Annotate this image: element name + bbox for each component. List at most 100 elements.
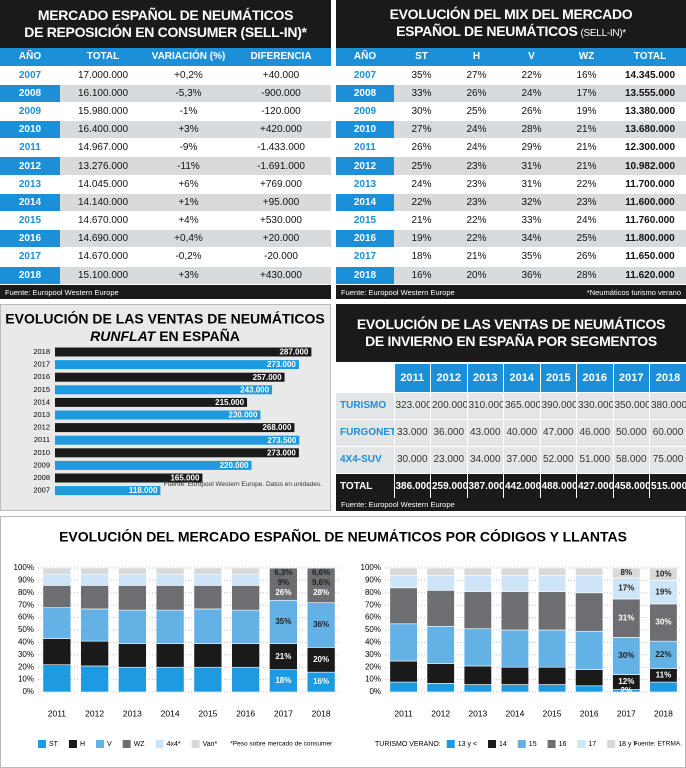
- year-cell: 2008: [336, 84, 394, 103]
- value-cell: +3%: [146, 120, 231, 140]
- bar-segment: [231, 585, 260, 611]
- legend-label: 4x4*: [167, 741, 181, 748]
- value-cell: +769.000: [231, 175, 331, 194]
- value-cell: 25%: [394, 156, 449, 176]
- bar-segment: [500, 666, 529, 685]
- bar-segment: [155, 643, 185, 668]
- year-cell: 2008: [0, 84, 60, 103]
- bar: [55, 460, 252, 470]
- row-label: FURGONETA: [336, 419, 394, 447]
- data-row: 2016 19% 22% 34% 25% 11.800.000: [336, 229, 686, 249]
- bar-segment: [193, 573, 223, 586]
- bar-segment: [538, 568, 567, 576]
- year-cell: 2013: [336, 175, 394, 194]
- value-label: 273.000: [267, 360, 296, 369]
- bar-segment: [193, 666, 223, 692]
- value-cell: +40.000: [231, 66, 331, 85]
- table-title: EVOLUCIÓN DE LAS VENTAS DE NEUMÁTICOS DE …: [336, 304, 686, 362]
- legend-swatch: [577, 740, 586, 748]
- bar-segment: [231, 666, 260, 692]
- data-row: 2013 14.045.000 +6% +769.000: [0, 175, 331, 194]
- value-cell: 23%: [449, 193, 504, 213]
- bar-segment: [42, 585, 72, 608]
- value-cell: 31%: [504, 156, 559, 176]
- value-cell: +95.000: [231, 193, 331, 213]
- value-label: 220.000: [220, 461, 249, 470]
- header-row: AÑO TOTAL VARIACIÓN (%) DIFERENCIA: [0, 48, 331, 67]
- column-header: 2014: [503, 364, 540, 393]
- year-cell: 2007: [0, 66, 60, 85]
- bar-segment: [306, 602, 336, 648]
- value-label: 26%: [275, 588, 291, 597]
- bar-segment: [575, 685, 604, 692]
- x-tick-label: 2018: [312, 708, 331, 718]
- x-tick-label: 2014: [161, 708, 180, 718]
- y-tick-label: 20%: [365, 662, 381, 671]
- value-label: 273.000: [267, 448, 296, 457]
- legend-swatch: [96, 740, 105, 748]
- bar-segment: [575, 669, 604, 687]
- category-label: 2011: [34, 435, 50, 444]
- column-header: VARIACIÓN (%): [146, 48, 231, 67]
- runflat-chart: EVOLUCIÓN DE LAS VENTAS DE NEUMÁTICOSRUN…: [0, 304, 331, 511]
- legend-title: TURISMO VERANO:: [375, 741, 441, 748]
- value-cell: 52.000: [539, 446, 577, 474]
- value-cell: 14.670.000: [60, 247, 146, 267]
- title-text: EVOLUCIÓN DEL MIX DEL MERCADO: [389, 6, 633, 22]
- bar-segment: [649, 681, 678, 692]
- value-label: 19%: [655, 587, 671, 596]
- value-label: 8%: [621, 568, 633, 577]
- title-suffix: (SELL-IN)*: [580, 28, 627, 39]
- value-cell: 350.000: [612, 392, 650, 420]
- value-label: 10%: [655, 569, 671, 578]
- header-row: 2011 2012 2013 2014 2015 2016 2017 2018: [336, 364, 686, 393]
- data-row: 2009 30% 25% 26% 19% 13.380.000: [336, 102, 686, 122]
- bar-segment: [500, 591, 529, 631]
- y-tick-label: 0%: [22, 687, 34, 696]
- source: Fuente: Europool Western Europe. Datos e…: [164, 481, 322, 488]
- title-text: MERCADO ESPAÑOL DE NEUMÁTICOS: [37, 7, 294, 23]
- bar-segment: [389, 660, 418, 683]
- bar-segment: [389, 575, 418, 589]
- x-tick-label: 2015: [198, 708, 217, 718]
- bar: [55, 423, 295, 433]
- value-cell: 22%: [449, 229, 504, 249]
- value-cell: -120.000: [231, 102, 331, 122]
- bar-segment: [389, 623, 418, 662]
- row-label: TOTAL: [336, 473, 394, 501]
- legend-swatch: [517, 740, 526, 748]
- x-tick-label: 2012: [431, 708, 450, 718]
- year-cell: 2017: [336, 247, 394, 267]
- data-table: 2011 2012 2013 2014 2015 2016 2017 2018 TURISMO 3…: [336, 364, 686, 501]
- bar-segment: [426, 663, 455, 684]
- legend-label: 17: [588, 741, 596, 748]
- value-cell: 26%: [449, 84, 504, 103]
- table-footer: Fuente: Europool Western Europe *Neumátic…: [336, 285, 686, 299]
- value-cell: 25%: [559, 229, 614, 249]
- bar-segment: [80, 608, 109, 642]
- column-header: AÑO: [0, 48, 60, 67]
- column-header: DIFERENCIA: [231, 48, 331, 67]
- category-label: 2008: [33, 473, 50, 482]
- note: *Peso sobre mercado de consumer: [230, 741, 333, 748]
- value-cell: 35%: [504, 247, 559, 267]
- value-label: 2%: [621, 686, 633, 695]
- value-cell: -1.433.000: [231, 138, 331, 158]
- year-cell: 2013: [0, 175, 60, 194]
- value-cell: 14.045.000: [60, 175, 146, 194]
- data-row: 2014 22% 23% 32% 23% 11.600.000: [336, 193, 686, 213]
- bar-segment: [612, 598, 641, 638]
- bar-segment: [463, 591, 492, 630]
- column-header: 2012: [430, 364, 467, 393]
- value-cell: 19%: [394, 229, 449, 249]
- bar-segment: [426, 683, 455, 692]
- value-cell: 19%: [559, 102, 614, 122]
- value-cell: +6%: [146, 175, 231, 194]
- year-cell: 2011: [336, 138, 394, 158]
- bar-segment: [155, 573, 185, 586]
- title-text: DE REPOSICIÓN EN CONSUMER (SELL-IN)*: [24, 24, 307, 40]
- bar-segment: [231, 573, 260, 586]
- x-tick-label: 2011: [48, 708, 67, 718]
- bar-segment: [42, 607, 72, 639]
- title-text: EVOLUCIÓN DE LAS VENTAS DE NEUMÁTICOS: [356, 316, 666, 332]
